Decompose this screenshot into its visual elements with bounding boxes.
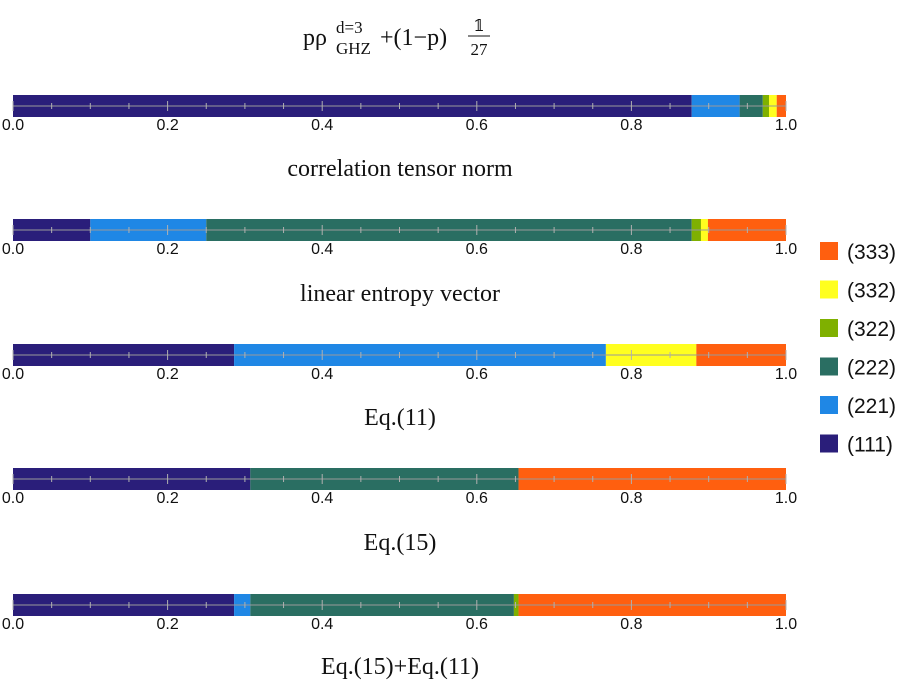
title-subscript: GHZ bbox=[336, 39, 371, 58]
legend-swatch bbox=[820, 242, 838, 260]
legend-item: (222) bbox=[820, 357, 896, 380]
tick-label: 0.8 bbox=[620, 490, 642, 507]
title-denominator: 27 bbox=[471, 40, 489, 59]
tick-label: 1.0 bbox=[775, 241, 797, 258]
legend-label: (332) bbox=[847, 280, 896, 303]
tick-label: 0.2 bbox=[156, 366, 178, 383]
tick-label: 0.6 bbox=[466, 366, 488, 383]
tick-label: 0.0 bbox=[2, 117, 24, 134]
tick-label: 0.8 bbox=[620, 117, 642, 134]
bar-caption: Eq.(15) bbox=[364, 530, 437, 556]
legend-item: (333) bbox=[820, 241, 896, 264]
tick-label: 0.0 bbox=[2, 366, 24, 383]
legend-item: (111) bbox=[820, 434, 893, 457]
legend-swatch bbox=[820, 319, 838, 337]
bar-row-3: 0.0 0.2 0.4 0.6 0.8 1.0 Eq.(11) bbox=[2, 344, 797, 431]
chart-title: pρ d=3 GHZ +(1−p) 𝟙 27 bbox=[303, 18, 490, 59]
legend-label: (222) bbox=[847, 357, 896, 380]
tick-label: 1.0 bbox=[775, 117, 797, 134]
tick-label: 0.4 bbox=[311, 117, 333, 134]
bar-caption: Eq.(15)+Eq.(11) bbox=[321, 654, 479, 680]
legend-swatch bbox=[820, 280, 838, 299]
tick-label: 0.6 bbox=[466, 241, 488, 258]
tick-label: 0.0 bbox=[2, 616, 24, 633]
tick-label: 0.4 bbox=[311, 366, 333, 383]
tick-label: 0.8 bbox=[620, 241, 642, 258]
title-numerator: 𝟙 bbox=[473, 18, 484, 35]
bar-row-4: 0.0 0.2 0.4 0.6 0.8 1.0 Eq.(15) bbox=[2, 468, 797, 556]
tick-label: 0.4 bbox=[311, 241, 333, 258]
legend-label: (333) bbox=[847, 241, 896, 264]
bar-caption: correlation tensor norm bbox=[287, 156, 513, 182]
tick-label: 1.0 bbox=[775, 490, 797, 507]
legend-label: (322) bbox=[847, 318, 896, 341]
tick-label: 0.2 bbox=[156, 241, 178, 258]
legend-item: (322) bbox=[820, 318, 896, 341]
bar-caption: linear entropy vector bbox=[300, 281, 500, 307]
legend-item: (332) bbox=[820, 280, 896, 303]
title-superscript: d=3 bbox=[336, 18, 363, 37]
title-prefix: pρ bbox=[303, 25, 327, 51]
tick-label: 0.8 bbox=[620, 616, 642, 633]
tick-label: 0.6 bbox=[466, 616, 488, 633]
bar-row-5: 0.0 0.2 0.4 0.6 0.8 1.0 Eq.(15)+Eq.(11) bbox=[2, 594, 797, 680]
legend-swatch bbox=[820, 434, 838, 453]
legend-swatch bbox=[820, 357, 838, 376]
tick-label: 0.0 bbox=[2, 490, 24, 507]
bars-group: 0.0 0.2 0.4 0.6 0.8 1.0 correlation tensor nor… bbox=[2, 95, 797, 680]
tick-label: 0.8 bbox=[620, 366, 642, 383]
tick-label: 0.6 bbox=[466, 117, 488, 134]
legend: (333) (332) (322) (222) (221) (111) bbox=[820, 241, 896, 457]
bar-row-1: 0.0 0.2 0.4 0.6 0.8 1.0 correlation tensor nor… bbox=[2, 95, 797, 182]
tick-label: 0.4 bbox=[311, 616, 333, 633]
bar-row-2: 0.0 0.2 0.4 0.6 0.8 1.0 linear entropy vector bbox=[2, 219, 797, 307]
tick-label: 0.2 bbox=[156, 490, 178, 507]
title-middle: +(1−p) bbox=[380, 25, 447, 51]
tick-label: 0.6 bbox=[466, 490, 488, 507]
legend-label: (221) bbox=[847, 395, 896, 418]
tick-label: 0.0 bbox=[2, 241, 24, 258]
tick-label: 0.2 bbox=[156, 117, 178, 134]
legend-label: (111) bbox=[847, 434, 893, 457]
tick-label: 0.2 bbox=[156, 616, 178, 633]
legend-item: (221) bbox=[820, 395, 896, 418]
tick-label: 1.0 bbox=[775, 366, 797, 383]
legend-swatch bbox=[820, 396, 838, 414]
tick-label: 0.4 bbox=[311, 490, 333, 507]
tick-label: 1.0 bbox=[775, 616, 797, 633]
bar-caption: Eq.(11) bbox=[364, 405, 436, 431]
